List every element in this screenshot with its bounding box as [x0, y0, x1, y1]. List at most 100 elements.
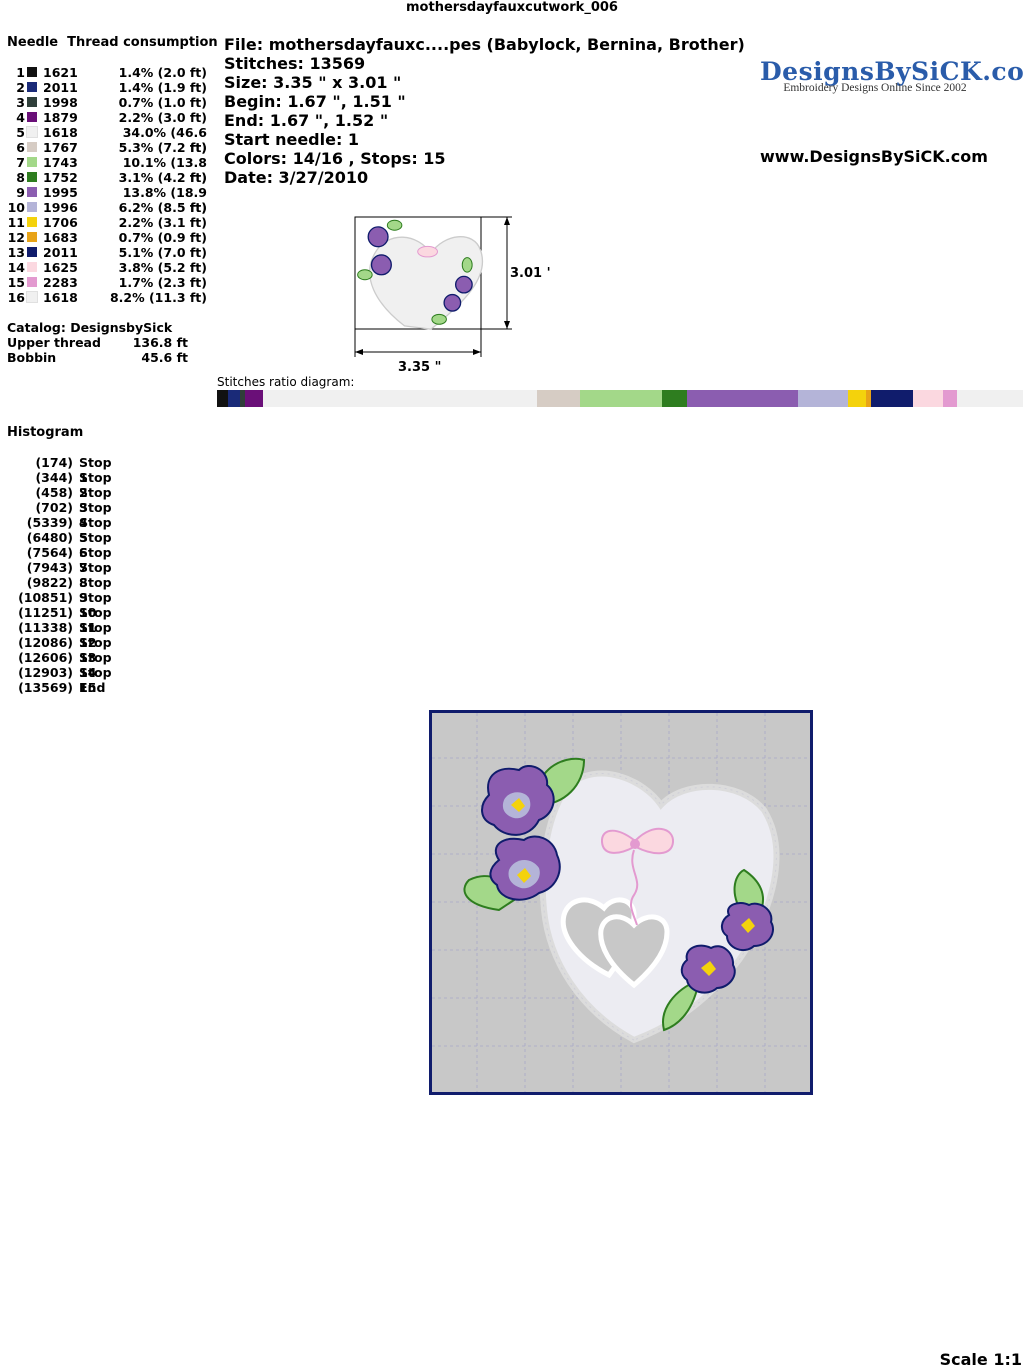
thread-code: 1767	[43, 140, 78, 155]
pansy-flowers	[481, 765, 774, 994]
thread-color-swatch	[27, 262, 37, 272]
scale-label: Scale 1:1	[939, 1350, 1022, 1369]
stop-label: Stop 11	[79, 605, 112, 635]
stop-label: Stop 4	[79, 500, 112, 530]
ratio-segment	[661, 390, 687, 407]
stop-label: Stop 1	[79, 455, 112, 485]
ratio-segment	[912, 390, 944, 407]
thread-color-swatch	[26, 291, 38, 303]
stitch-count: (458)	[35, 485, 73, 500]
ratio-segment	[848, 390, 866, 407]
ratio-segment	[245, 390, 263, 407]
thread-code: 1995	[43, 185, 78, 200]
ratio-segment	[798, 390, 849, 407]
date-line: Date: 3/27/2010	[224, 168, 369, 187]
ratio-segment	[956, 390, 1024, 407]
needle-number: 7	[16, 155, 25, 170]
ratio-segment	[262, 390, 538, 407]
thread-consumption: 0.7% (1.0 ft)	[118, 95, 207, 110]
stop-label: End	[79, 680, 106, 695]
thread-color-swatch	[26, 126, 38, 138]
thread-code: 2011	[43, 245, 78, 260]
thread-color-swatch	[27, 202, 37, 212]
design-preview	[429, 710, 813, 1095]
thread-code: 1996	[43, 200, 78, 215]
needle-number: 2	[16, 80, 25, 95]
thread-code: 1621	[43, 65, 78, 80]
stitch-count: (13569)	[18, 680, 73, 695]
stop-label: Stop 2	[79, 470, 112, 500]
ratio-segment	[871, 390, 913, 407]
upper-thread-label: Upper thread	[7, 335, 101, 350]
stitches-line: Stitches: 13569	[224, 54, 366, 73]
stitch-ratio-bar	[217, 390, 1024, 407]
logo-tagline: Embroidery Designs Online Since 2002	[783, 82, 967, 94]
thread-code: 1625	[43, 260, 78, 275]
needle-number: 11	[7, 215, 25, 230]
stop-label: Stop 8	[79, 560, 112, 590]
stitch-count: (11338)	[18, 620, 73, 635]
thread-consumption: 10.1% (13.8 ft)	[122, 155, 207, 185]
thread-consumption: 3.8% (5.2 ft)	[118, 260, 207, 275]
logo-text: DesignsBySiCK.com	[760, 57, 1024, 86]
stitch-count: (7943)	[26, 560, 73, 575]
ratio-segment	[580, 390, 662, 407]
thread-color-swatch	[27, 97, 37, 107]
stitch-count: (12606)	[18, 650, 73, 665]
thread-color-swatch	[27, 82, 37, 92]
ratio-segment	[239, 390, 246, 407]
catalog-label: Catalog: DesignsbySick	[7, 320, 173, 335]
thread-color-swatch	[27, 217, 37, 227]
stop-label: Stop 10	[79, 590, 112, 620]
needle-number: 10	[7, 200, 25, 215]
thread-consumption: 5.3% (7.2 ft)	[118, 140, 207, 155]
thread-color-swatch	[27, 157, 37, 167]
end-line: End: 1.67 ", 1.52 "	[224, 111, 389, 130]
bobbin-label: Bobbin	[7, 350, 57, 365]
needle-number: 8	[16, 170, 25, 185]
thread-color-swatch	[27, 172, 37, 182]
thread-color-swatch	[27, 247, 37, 257]
thread-consumption: 6.2% (8.5 ft)	[118, 200, 207, 215]
needle-number: 1	[16, 65, 25, 80]
thread-color-swatch	[27, 67, 37, 77]
thread-color-swatch	[27, 142, 37, 152]
needle-number: 3	[16, 95, 25, 110]
height-dimension-label: 3.01 "	[510, 266, 550, 281]
thread-consumption: 0.7% (0.9 ft)	[118, 230, 207, 245]
thread-code: 1743	[43, 155, 78, 170]
stop-label: Stop 15	[79, 665, 112, 695]
thread-color-swatch	[27, 187, 37, 197]
stop-label: Stop 3	[79, 485, 112, 515]
thread-code: 1998	[43, 95, 78, 110]
thread-code: 1752	[43, 170, 78, 185]
thumbnail-preview: 3.01 " 3.35 "	[354, 216, 550, 375]
ratio-segment	[686, 390, 798, 407]
ratio-segment	[537, 390, 581, 407]
design-info: File: mothersdayfauxc....pes (Babylock, …	[224, 35, 745, 187]
needle-number: 14	[7, 260, 25, 275]
needle-number: 9	[16, 185, 25, 200]
stitch-count: (174)	[35, 455, 73, 470]
thread-consumption: 13.8% (18.9 ft)	[122, 185, 207, 215]
needle-header: Needle Thread consumption	[7, 35, 218, 50]
thread-consumption: 34.0% (46.6 ft)	[122, 125, 207, 155]
width-dimension-label: 3.35 "	[398, 360, 441, 375]
stitch-count: (11251)	[18, 605, 73, 620]
needle-number: 13	[7, 245, 25, 260]
stitch-count: (702)	[35, 500, 73, 515]
stitch-count: (6480)	[26, 530, 73, 545]
stitch-count: (12086)	[18, 635, 73, 650]
upper-thread-value: 136.8 ft	[132, 335, 188, 350]
ratio-segment	[943, 390, 957, 407]
start-needle-line: Start needle: 1	[224, 130, 360, 149]
thread-consumption: 2.2% (3.0 ft)	[118, 110, 207, 125]
thread-consumption: 5.1% (7.0 ft)	[118, 245, 207, 260]
ratio-segment	[865, 390, 872, 407]
thread-code: 1706	[43, 215, 78, 230]
stitch-count: (7564)	[26, 545, 73, 560]
thread-color-swatch	[27, 232, 37, 242]
thumbnail-art	[357, 219, 484, 330]
thread-consumption: 1.4% (2.0 ft)	[118, 65, 207, 80]
pink-bow	[600, 828, 675, 926]
